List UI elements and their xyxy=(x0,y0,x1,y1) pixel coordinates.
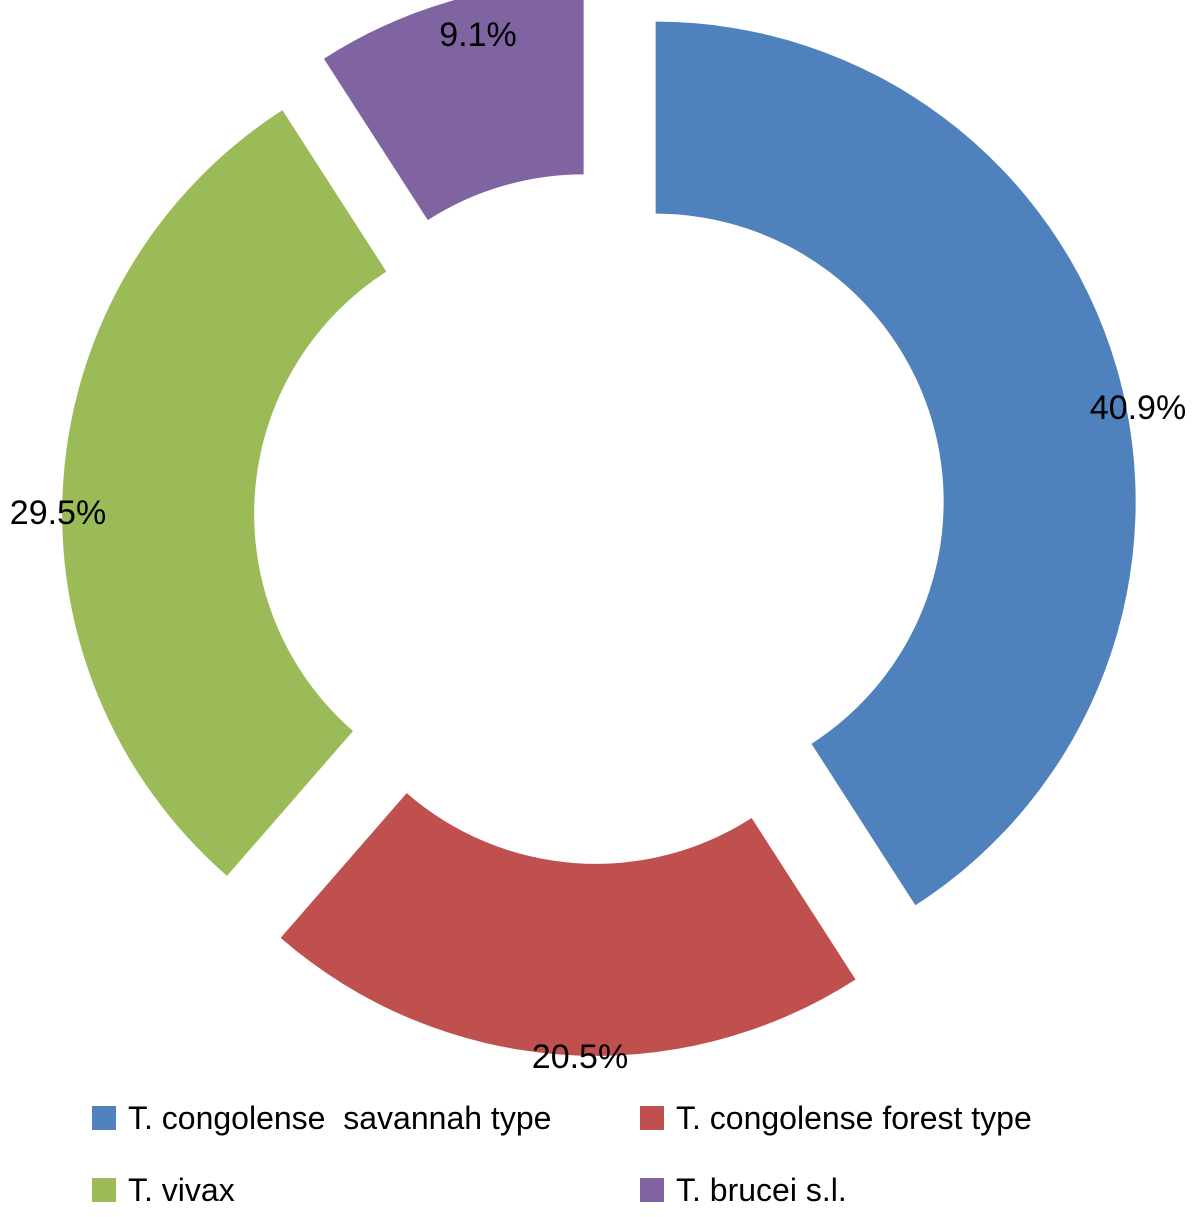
legend-swatch xyxy=(92,1178,116,1202)
slice-label-forest: 20.5% xyxy=(532,1038,628,1076)
chart-legend: T. congolense savannah type T. congolens… xyxy=(92,1092,1172,1212)
slice-labels: 40.9% 20.5% 29.5% 9.1% xyxy=(10,16,1186,1076)
legend-item-vivax: T. vivax xyxy=(92,1168,235,1212)
donut-slices xyxy=(62,0,1136,1056)
legend-label: T. congolense forest type xyxy=(676,1099,1032,1136)
legend-label: T. vivax xyxy=(128,1171,235,1208)
slice-label-savannah: 40.9% xyxy=(1090,389,1186,427)
legend-label: T. congolense savannah type xyxy=(128,1099,552,1136)
legend-item-brucei: T. brucei s.l. xyxy=(640,1168,847,1212)
legend-item-savannah: T. congolense savannah type xyxy=(92,1096,551,1140)
slice-forest xyxy=(280,793,856,1056)
slice-label-brucei: 9.1% xyxy=(439,16,517,54)
legend-item-forest: T. congolense forest type xyxy=(640,1096,1032,1140)
slice-label-vivax: 29.5% xyxy=(10,494,106,532)
slice-savannah xyxy=(655,21,1136,906)
slice-brucei xyxy=(323,0,584,221)
slice-vivax xyxy=(62,110,387,876)
legend-swatch xyxy=(640,1106,664,1130)
legend-swatch xyxy=(92,1106,116,1130)
legend-swatch xyxy=(640,1178,664,1202)
legend-label: T. brucei s.l. xyxy=(676,1171,847,1208)
